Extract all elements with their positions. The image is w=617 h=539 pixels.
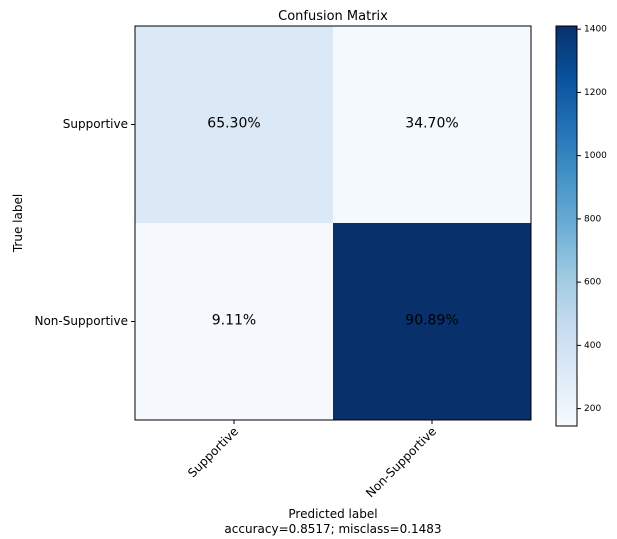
x-axis-ticks: Supportive Non-Supportive	[185, 420, 439, 500]
x-tick-label-1: Non-Supportive	[363, 424, 439, 500]
colorbar-tick-label-4: 1000	[584, 151, 607, 161]
colorbar: 200 400 600 800 1000 1200 1400	[555, 25, 607, 427]
cell-label-r1-c0: 9.11%	[212, 313, 256, 329]
cell-label-r0-c0: 65.30%	[207, 116, 260, 132]
heatmap-cells	[135, 26, 531, 420]
colorbar-tick-label-6: 1400	[584, 25, 607, 35]
y-axis-label: True label	[11, 194, 25, 253]
y-tick-label-0: Supportive	[63, 117, 128, 131]
y-tick-label-1: Non-Supportive	[34, 314, 128, 328]
x-axis-label: Predicted label	[288, 507, 377, 521]
plot-frame	[134, 25, 532, 421]
accuracy-footer: accuracy=0.8517; misclass=0.1483	[224, 522, 441, 536]
colorbar-tick-label-5: 1200	[584, 88, 607, 98]
colorbar-tick-label-2: 600	[584, 278, 601, 288]
colorbar-tick-label-0: 200	[584, 404, 601, 414]
y-axis-ticks: Supportive Non-Supportive	[34, 117, 135, 328]
heatmap-cell-r0-c1	[333, 26, 531, 223]
heatmap-cell-labels: 65.30% 34.70% 9.11% 90.89%	[207, 116, 458, 329]
colorbar-tick-label-1: 400	[584, 341, 601, 351]
colorbar-ticks: 200 400 600 800 1000 1200 1400	[577, 25, 607, 414]
cell-label-r0-c1: 34.70%	[405, 116, 458, 132]
colorbar-gradient	[555, 25, 578, 427]
x-tick-label-0: Supportive	[185, 424, 241, 480]
chart-title: Confusion Matrix	[278, 9, 388, 24]
heatmap-cell-r1-c1	[333, 223, 531, 420]
heatmap-cell-r0-c0	[135, 26, 333, 223]
cell-label-r1-c1: 90.89%	[405, 313, 458, 329]
colorbar-tick-label-3: 800	[584, 214, 601, 224]
heatmap-cell-r1-c0	[135, 223, 333, 420]
